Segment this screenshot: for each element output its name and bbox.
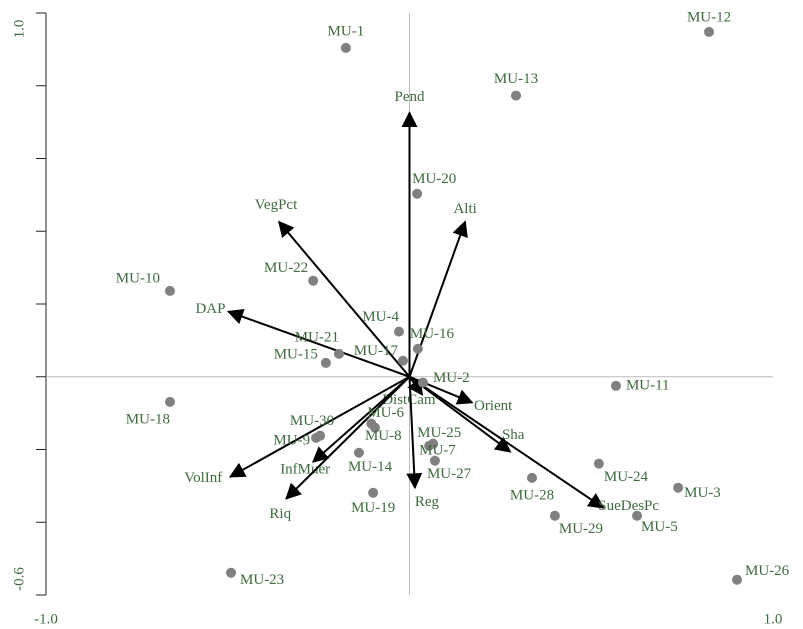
point <box>704 26 715 37</box>
point-label: MU-29 <box>559 521 603 537</box>
vector-label: Reg <box>415 494 440 510</box>
point-label: MU-19 <box>351 500 395 516</box>
vector-label: DAP <box>195 301 225 317</box>
point <box>673 482 684 493</box>
point-label: MU-16 <box>410 326 455 342</box>
point <box>424 440 435 451</box>
point <box>369 422 380 433</box>
point-label: MU-21 <box>295 329 339 345</box>
vector-arrow <box>408 375 605 509</box>
point-label: MU-26 <box>745 563 790 579</box>
point-label: MU-18 <box>126 411 170 427</box>
point-label: MU-6 <box>367 405 404 421</box>
point-label: MU-27 <box>427 466 472 482</box>
point-label: MU-15 <box>274 346 318 362</box>
point <box>353 447 364 458</box>
point-label: MU-11 <box>626 377 670 393</box>
point <box>632 510 643 521</box>
point-label: MU-4 <box>362 309 399 325</box>
vector-label: Orient <box>474 398 513 414</box>
point <box>164 396 175 407</box>
point-label: MU-2 <box>433 370 470 386</box>
x-tick-label: 1.0 <box>764 611 783 627</box>
vector-label: DistCam <box>382 392 436 408</box>
point-label: MU-13 <box>494 71 538 87</box>
vector-label: SueDesPc <box>598 498 659 514</box>
y-tick-label: -0.6 <box>11 567 27 591</box>
point <box>412 343 423 354</box>
vector-arrow <box>311 376 411 463</box>
point <box>393 326 404 337</box>
vector-label: Pend <box>395 89 426 105</box>
y-tick-label: 1.0 <box>11 20 27 39</box>
point <box>412 188 423 199</box>
point <box>368 487 379 498</box>
point-label: MU-10 <box>116 270 160 286</box>
vector-arrow <box>406 376 423 490</box>
point-label: MU-28 <box>510 487 554 503</box>
vector-label: VegPct <box>255 197 298 213</box>
vector-arrow <box>277 220 411 378</box>
point-label: MU-3 <box>684 485 721 501</box>
point-label: MU-20 <box>412 171 456 187</box>
vector-label: VolInf <box>184 470 222 486</box>
point <box>526 472 537 483</box>
vector-label: Riq <box>269 506 291 522</box>
point-label: MU-22 <box>264 260 308 276</box>
point <box>308 275 319 286</box>
vector-arrow <box>228 375 410 478</box>
point-label: MU-1 <box>328 23 365 39</box>
x-tick-label: -1.0 <box>34 611 58 627</box>
point-label: MU-5 <box>641 519 678 535</box>
point <box>311 432 322 443</box>
point-label: MU-23 <box>240 572 284 588</box>
point <box>397 355 408 366</box>
vector-arrow <box>285 376 411 500</box>
point <box>511 90 522 101</box>
point <box>226 567 237 578</box>
point <box>610 380 621 391</box>
point <box>320 357 331 368</box>
point <box>333 348 344 359</box>
vector-label: Sha <box>502 427 525 443</box>
point-label: MU-30 <box>290 413 334 429</box>
point-label: MU-17 <box>354 343 399 359</box>
point-label: MU-24 <box>604 469 649 485</box>
point <box>593 458 604 469</box>
point-label: MU-9 <box>273 432 310 448</box>
vector-arrow <box>407 376 424 396</box>
point <box>429 455 440 466</box>
vector-label: InfMuer <box>280 461 330 477</box>
point-label: MU-14 <box>348 459 393 475</box>
vector-label: Alti <box>453 201 476 217</box>
point <box>549 510 560 521</box>
point <box>164 285 175 296</box>
point-label: MU-25 <box>417 425 461 441</box>
point-label: MU-12 <box>687 9 731 25</box>
point <box>340 42 351 53</box>
point <box>732 574 743 585</box>
vector-arrow <box>226 308 410 378</box>
point <box>417 377 428 388</box>
point-label: MU-8 <box>365 428 402 444</box>
point-label: MU-7 <box>419 442 456 458</box>
